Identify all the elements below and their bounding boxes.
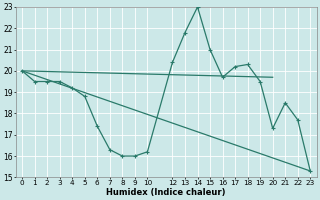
X-axis label: Humidex (Indice chaleur): Humidex (Indice chaleur) <box>107 188 226 197</box>
